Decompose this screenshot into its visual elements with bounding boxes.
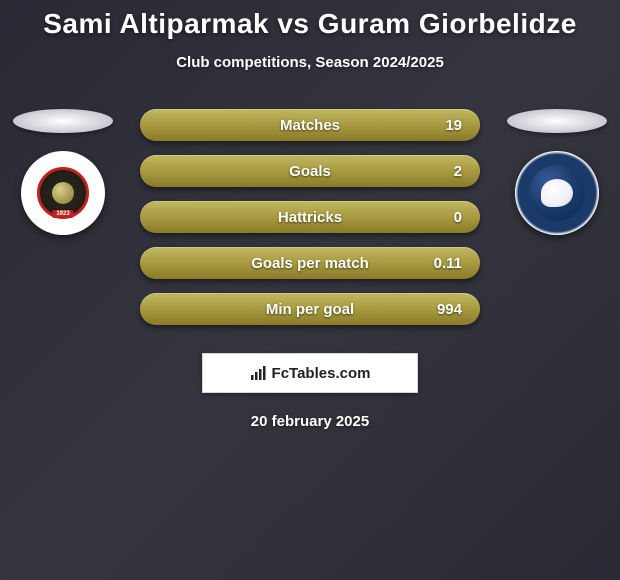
- stat-right-value: 19: [402, 117, 462, 134]
- page-title: Sami Altiparmak vs Guram Giorbelidze: [0, 8, 620, 40]
- subtitle: Club competitions, Season 2024/2025: [0, 54, 620, 71]
- club-badge-left-inner: 1923: [37, 167, 89, 219]
- comparison-area: 1923 Matches 19 Goals 2: [0, 101, 620, 341]
- chart-icon: [250, 365, 266, 381]
- player-right-column: [502, 109, 612, 235]
- ball-icon: [52, 182, 74, 204]
- brand-box[interactable]: FcTables.com: [202, 353, 418, 393]
- infographic-container: Sami Altiparmak vs Guram Giorbelidze Clu…: [0, 0, 620, 430]
- stat-label: Min per goal: [218, 301, 402, 318]
- bird-icon: [541, 179, 573, 207]
- stat-row-min-per-goal: Min per goal 994: [140, 293, 480, 325]
- club-badge-left: 1923: [21, 151, 105, 235]
- stat-label: Matches: [218, 117, 402, 134]
- brand-label: FcTables.com: [272, 365, 371, 382]
- stat-label: Goals per match: [218, 255, 402, 272]
- stat-right-value: 0.11: [402, 255, 462, 272]
- club-year-left: 1923: [52, 210, 73, 218]
- stat-label: Hattricks: [218, 209, 402, 226]
- stat-right-value: 0: [402, 209, 462, 226]
- player-left-avatar-placeholder: [13, 109, 113, 133]
- stat-label: Goals: [218, 163, 402, 180]
- club-badge-right: [515, 151, 599, 235]
- date-label: 20 february 2025: [0, 413, 620, 430]
- stat-right-value: 2: [402, 163, 462, 180]
- stat-row-goals-per-match: Goals per match 0.11: [140, 247, 480, 279]
- stat-right-value: 994: [402, 301, 462, 318]
- stat-row-goals: Goals 2: [140, 155, 480, 187]
- club-badge-right-inner: [529, 165, 585, 221]
- player-left-column: 1923: [8, 109, 118, 235]
- stat-row-hattricks: Hattricks 0: [140, 201, 480, 233]
- player-right-avatar-placeholder: [507, 109, 607, 133]
- stats-list: Matches 19 Goals 2 Hattricks 0 Goals per…: [140, 109, 480, 339]
- stat-row-matches: Matches 19: [140, 109, 480, 141]
